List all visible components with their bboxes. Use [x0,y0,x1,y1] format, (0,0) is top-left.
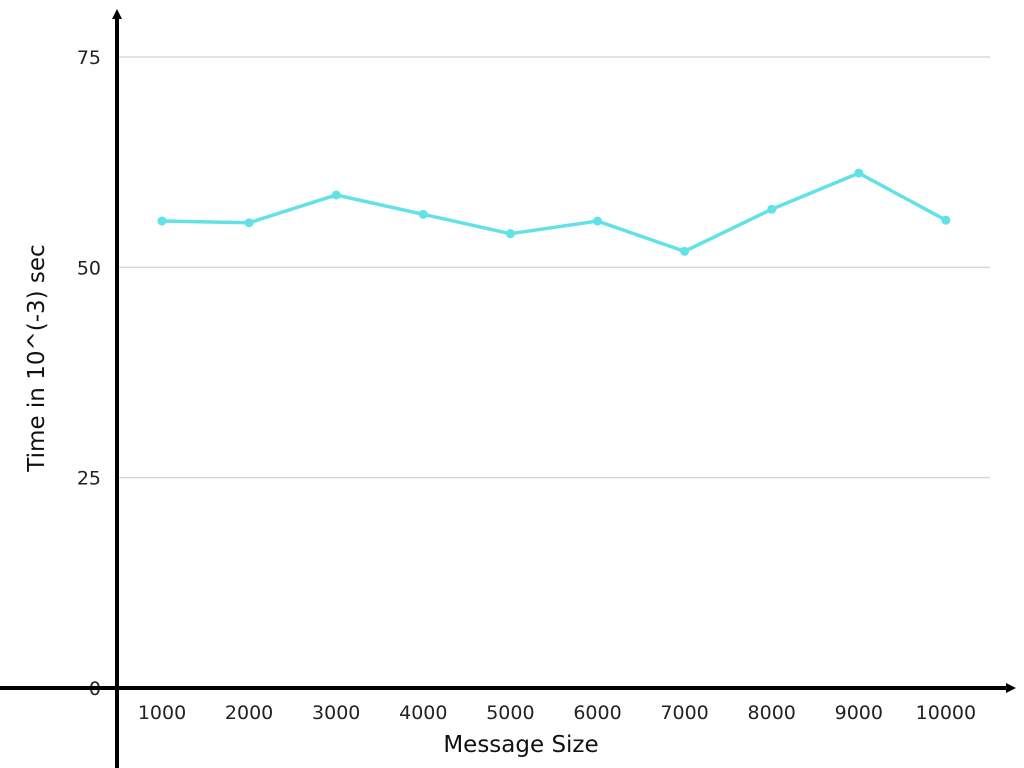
gridlines [117,56,990,479]
y-tick-label: 75 [77,47,101,69]
x-tick-label: 4000 [399,702,447,724]
data-point [157,216,167,226]
data-point [680,246,690,256]
y-tick-label: 50 [77,257,101,279]
x-tick-label: 8000 [748,702,796,724]
data-point [941,215,951,225]
data-point [244,218,254,228]
data-point [505,229,515,239]
data-point [854,168,864,178]
x-tick-label: 5000 [486,702,534,724]
x-tick-label: 7000 [660,702,708,724]
x-tick-label: 3000 [312,702,360,724]
data-point [593,216,602,226]
x-tick-label: 1000 [138,702,186,724]
data-point [418,209,428,219]
x-tick-label: 9000 [835,702,883,724]
series-line [161,171,947,254]
series-group [157,168,951,256]
y-axis-title: Time in 10^(-3) sec [24,244,50,472]
x-tick-label: 2000 [225,702,273,724]
y-tick-labels: 0255075 [77,47,101,700]
data-point [331,190,341,200]
x-tick-label: 10000 [916,702,976,724]
x-tick-labels: 1000 2000 3000 4000 5000 6000 7000 8000 9000 1000… [138,702,976,724]
x-tick-label: 6000 [573,702,621,724]
x-axis-title: Message Size [443,732,598,758]
y-tick-label: 25 [77,468,101,490]
data-point [767,204,777,214]
